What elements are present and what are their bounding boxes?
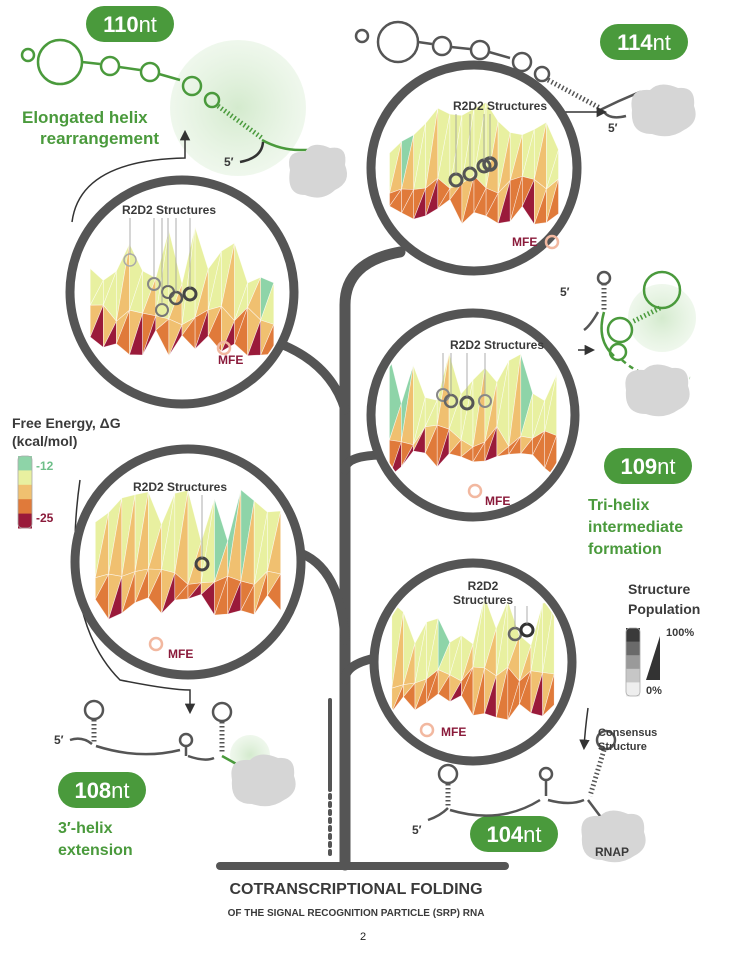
stage-109-caption-2: intermediate bbox=[588, 519, 683, 536]
population-title-1: Structure bbox=[628, 581, 690, 597]
population-min: 0% bbox=[646, 685, 662, 697]
rnap-114 bbox=[631, 84, 696, 137]
population-max: 100% bbox=[666, 627, 694, 639]
landscape-110: R2D2 Structures MFE bbox=[65, 175, 299, 409]
landscape-114: R2D2 Structures MFE bbox=[366, 60, 582, 276]
stage-108-caption-1: 3′-helix bbox=[58, 820, 113, 837]
landscape-border bbox=[65, 175, 299, 409]
glow-109 bbox=[628, 284, 696, 352]
free-energy-colorbar bbox=[17, 455, 33, 529]
free-energy-min: -25 bbox=[36, 511, 54, 525]
stage-108-pill bbox=[58, 772, 146, 808]
consensus-label-2: Structure bbox=[598, 741, 647, 753]
stage-104-unit: nt bbox=[523, 822, 541, 847]
r2d2-label: R2D2 Structures bbox=[453, 99, 547, 113]
free-energy-title-1: Free Energy, ΔG bbox=[12, 415, 121, 431]
rna-structure-108 bbox=[69, 699, 271, 774]
stage-114-pill bbox=[600, 24, 688, 60]
stage-114-number: 114 bbox=[617, 30, 653, 55]
stage-114: 114nt 5′ bbox=[354, 20, 696, 137]
stage-110-caption-1: Elongated helix bbox=[22, 108, 148, 127]
mfe-ring bbox=[467, 483, 483, 499]
landscape-border bbox=[366, 308, 580, 522]
landscape-border bbox=[366, 60, 582, 276]
rnap-110 bbox=[289, 144, 348, 198]
five-prime-104: 5′ bbox=[412, 823, 422, 837]
stage-109-unit: nt bbox=[657, 454, 675, 479]
r2d2-label: R2D2 Structures bbox=[450, 338, 544, 352]
stage-110-pill bbox=[86, 6, 174, 42]
page-number: 2 bbox=[360, 931, 366, 943]
stage-108-number: 108 bbox=[74, 778, 111, 803]
svg-text:108nt: 108nt bbox=[74, 778, 129, 803]
stage-109-pill bbox=[604, 448, 692, 484]
page-subtitle: OF THE SIGNAL RECOGNITION PARTICLE (SRP)… bbox=[228, 908, 485, 919]
landscape-109: R2D2 Structures MFE bbox=[366, 308, 580, 522]
free-energy-legend: Free Energy, ΔG (kcal/mol) -12 -25 bbox=[12, 415, 121, 529]
mfe-ring bbox=[419, 722, 435, 738]
consensus-label-1: Consensus bbox=[598, 727, 657, 739]
rna-structure-110 bbox=[20, 38, 331, 164]
r2d2-label: R2D2 Structures bbox=[122, 203, 216, 217]
mfe-label: MFE bbox=[485, 494, 510, 508]
mfe-label: MFE bbox=[441, 725, 466, 739]
population-wedge bbox=[646, 636, 660, 680]
stage-104: 104nt 5′ RNAP bbox=[412, 729, 646, 863]
stage-110: 110nt Elongated helix rearrangement 5′ bbox=[20, 6, 348, 198]
landscape-border bbox=[70, 444, 306, 680]
rnap-104 bbox=[581, 810, 646, 863]
population-title-2: Population bbox=[628, 601, 700, 617]
stage-110-caption-2: rearrangement bbox=[40, 129, 159, 148]
mfe-ring bbox=[544, 234, 560, 250]
svg-text:109nt: 109nt bbox=[620, 454, 675, 479]
glow-110 bbox=[170, 40, 306, 176]
stage-109-caption-3: formation bbox=[588, 541, 662, 558]
five-prime-110: 5′ bbox=[224, 155, 234, 169]
stage-108: 108nt 3′-helix extension 5′ bbox=[54, 699, 296, 859]
r2d2-label: R2D2 Structures bbox=[133, 480, 227, 494]
mfe-label: MFE bbox=[168, 647, 193, 661]
stage-108-caption-2: extension bbox=[58, 842, 133, 859]
svg-text:110nt: 110nt bbox=[103, 12, 157, 37]
r2d2-label: Structures bbox=[453, 593, 513, 607]
rnap-108 bbox=[231, 754, 296, 807]
landscape-border bbox=[369, 558, 577, 766]
stage-110-number: 110 bbox=[103, 12, 139, 37]
svg-text:114nt: 114nt bbox=[617, 30, 671, 55]
r2d2-label: R2D2 bbox=[468, 579, 499, 593]
stage-114-unit: nt bbox=[653, 30, 671, 55]
stage-104-pill bbox=[470, 816, 558, 852]
svg-text:104nt: 104nt bbox=[486, 822, 541, 847]
mfe-ring bbox=[216, 340, 232, 356]
rna-structure-104 bbox=[427, 729, 631, 832]
structure-population-legend: Structure Population 100% 0% bbox=[625, 581, 700, 697]
page-title: COTRANSCRIPTIONAL FOLDING bbox=[229, 881, 482, 898]
five-prime-114: 5′ bbox=[608, 121, 618, 135]
free-energy-max: -12 bbox=[36, 459, 54, 473]
landscape-108: R2D2 Structures MFE bbox=[70, 444, 306, 680]
population-colorbar bbox=[625, 627, 641, 697]
tree-trunk bbox=[216, 246, 509, 871]
rnap-label: RNAP bbox=[595, 845, 629, 859]
five-prime-109: 5′ bbox=[560, 285, 570, 299]
stage-108-unit: nt bbox=[111, 778, 129, 803]
stage-110-unit: nt bbox=[139, 12, 157, 37]
free-energy-title-2: (kcal/mol) bbox=[12, 433, 77, 449]
rnap-109 bbox=[625, 364, 690, 417]
mfe-label: MFE bbox=[218, 353, 243, 367]
five-prime-108: 5′ bbox=[54, 733, 64, 747]
stage-109-number: 109 bbox=[620, 454, 657, 479]
stage-109-caption-1: Tri-helix bbox=[588, 497, 649, 514]
stage-104-number: 104 bbox=[486, 822, 523, 847]
mfe-ring bbox=[148, 636, 164, 652]
mfe-label: MFE bbox=[512, 235, 537, 249]
stage-109: 109nt Tri-helix intermediate formation 5… bbox=[560, 270, 692, 558]
